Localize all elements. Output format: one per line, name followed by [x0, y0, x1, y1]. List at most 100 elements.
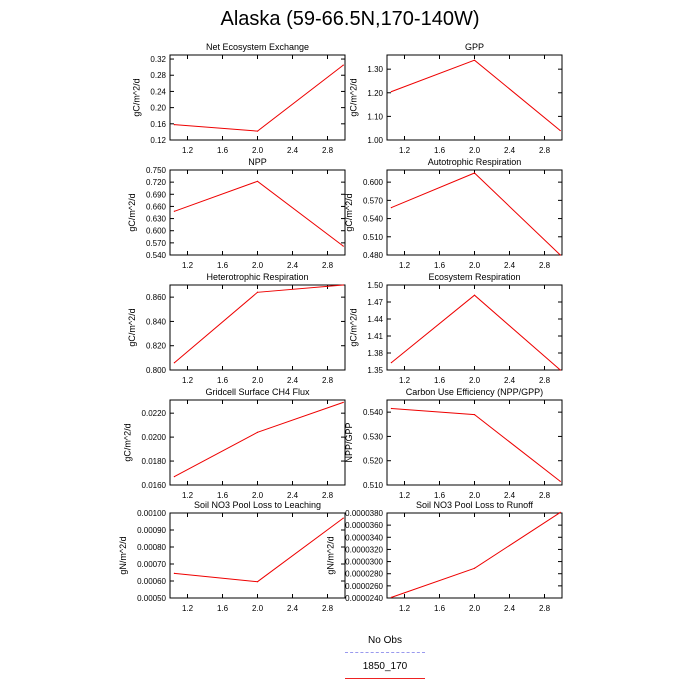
panel-3: Autotrophic Respiration 1.2 1.6 2.0 2.4 2.8 0.…: [344, 157, 563, 270]
y-tick-label: 0.520: [363, 457, 384, 466]
y-tick-label: 0.00090: [137, 526, 166, 535]
x-tick-label: 2.4: [504, 604, 516, 613]
plot-frame: [386, 399, 563, 486]
plot-frame: [386, 54, 563, 141]
x-tick-label: 2.0: [252, 146, 264, 155]
y-tick-label: 0.480: [363, 251, 384, 260]
data-point: [390, 596, 392, 598]
y-tick-label: 1.00: [367, 136, 383, 145]
data-point: [342, 517, 344, 519]
y-tick-label: 0.840: [146, 317, 167, 326]
y-tick-label: 1.10: [367, 112, 383, 121]
legend-entry-no-obs: No Obs: [330, 635, 440, 661]
panel-title: Soil NO3 Pool Loss to Runoff: [416, 500, 533, 510]
y-tick-label: 0.0000300: [345, 558, 383, 567]
y-tick-label: 0.600: [363, 178, 384, 187]
data-point: [256, 581, 259, 583]
data-point: [390, 362, 392, 364]
x-tick-label: 2.0: [469, 604, 481, 613]
legend-swatch-1850-170: [345, 678, 425, 679]
data-point: [559, 511, 561, 513]
panel-6: Gridcell Surface CH4 Flux 1.2 1.6 2.0 2.4 2.8…: [122, 387, 346, 500]
y-axis-label: NPP/GPP: [344, 422, 354, 462]
data-point: [390, 207, 392, 209]
x-tick-label: 2.0: [469, 376, 481, 385]
y-tick-label: 0.540: [146, 251, 167, 260]
y-axis-label: gC/m^2/d: [349, 308, 359, 346]
data-point: [256, 180, 259, 182]
y-axis-label: gC/m^2/d: [127, 308, 137, 346]
y-axis-label: gC/m^2/d: [127, 193, 137, 231]
x-tick-label: 2.8: [322, 146, 334, 155]
data-point: [390, 90, 392, 93]
data-point: [559, 369, 561, 371]
x-tick-label: 1.2: [182, 604, 194, 613]
plot-frame: [169, 169, 346, 256]
y-tick-label: 0.0000280: [345, 570, 383, 579]
y-tick-label: 0.510: [363, 481, 384, 490]
x-tick-label: 1.2: [399, 376, 411, 385]
x-tick-label: 2.4: [287, 604, 299, 613]
series-line-0: [174, 517, 344, 583]
y-tick-label: 0.0000260: [345, 582, 383, 591]
series-line-0: [391, 59, 561, 131]
data-point: [390, 407, 392, 410]
x-tick-label: 2.8: [539, 604, 551, 613]
legend-label-no-obs: No Obs: [368, 635, 402, 646]
y-tick-label: 0.860: [146, 293, 167, 302]
y-tick-label: 0.0000380: [345, 509, 383, 518]
data-point: [256, 291, 259, 293]
x-tick-label: 2.4: [287, 261, 299, 270]
data-point: [256, 130, 259, 132]
x-tick-label: 1.6: [217, 376, 229, 385]
figure-title: Alaska (59-66.5N,170-140W): [220, 8, 480, 30]
x-tick-label: 2.8: [539, 146, 551, 155]
y-tick-label: 0.540: [363, 408, 384, 417]
x-tick-label: 1.2: [182, 491, 194, 500]
panel-title: Net Ecosystem Exchange: [206, 42, 309, 52]
panel-title: Carbon Use Efficiency (NPP/GPP): [406, 387, 543, 397]
y-tick-label: 0.32: [150, 55, 166, 64]
y-tick-label: 0.28: [150, 71, 166, 80]
x-tick-label: 1.2: [399, 261, 411, 270]
y-tick-label: 0.0000340: [345, 533, 383, 542]
panel-9: Soil NO3 Pool Loss to Runoff 1.2 1.6 2.0 2.4…: [326, 500, 563, 613]
y-tick-label: 0.720: [146, 178, 167, 187]
x-tick-label: 2.4: [287, 376, 299, 385]
data-point: [173, 210, 175, 212]
y-tick-label: 0.0180: [142, 457, 167, 466]
x-tick-label: 1.2: [182, 146, 194, 155]
x-tick-label: 2.4: [287, 146, 299, 155]
y-tick-label: 0.00100: [137, 509, 166, 518]
data-point: [473, 413, 476, 416]
x-tick-label: 1.6: [217, 146, 229, 155]
y-tick-label: 0.00080: [137, 543, 166, 552]
data-point: [342, 284, 344, 286]
data-point: [559, 480, 561, 482]
x-tick-label: 2.8: [539, 261, 551, 270]
y-tick-label: 0.540: [363, 215, 384, 224]
y-tick-label: 0.820: [146, 342, 167, 351]
series-line-0: [391, 294, 561, 371]
plot-frame: [169, 512, 346, 599]
x-tick-label: 2.0: [252, 376, 264, 385]
panel-title: GPP: [465, 42, 484, 52]
plot-frame: [386, 512, 563, 599]
y-tick-label: 0.0220: [142, 409, 167, 418]
x-tick-label: 1.6: [434, 604, 446, 613]
data-point: [473, 172, 476, 174]
data-point: [342, 64, 344, 66]
y-tick-label: 0.00060: [137, 577, 166, 586]
panel-2: NPP 1.2 1.6 2.0 2.4 2.8 0.540 0.570 0.600 0.630 0.…: [127, 157, 346, 270]
panel-title: Gridcell Surface CH4 Flux: [205, 387, 310, 397]
series-line-0: [174, 401, 344, 478]
x-tick-label: 1.6: [217, 604, 229, 613]
x-tick-label: 1.6: [434, 261, 446, 270]
x-tick-label: 1.2: [182, 261, 194, 270]
y-tick-label: 0.24: [150, 87, 166, 96]
y-tick-label: 0.20: [150, 104, 166, 113]
series-line-0: [391, 511, 561, 598]
y-tick-label: 0.16: [150, 120, 166, 129]
y-tick-label: 0.00050: [137, 594, 166, 603]
